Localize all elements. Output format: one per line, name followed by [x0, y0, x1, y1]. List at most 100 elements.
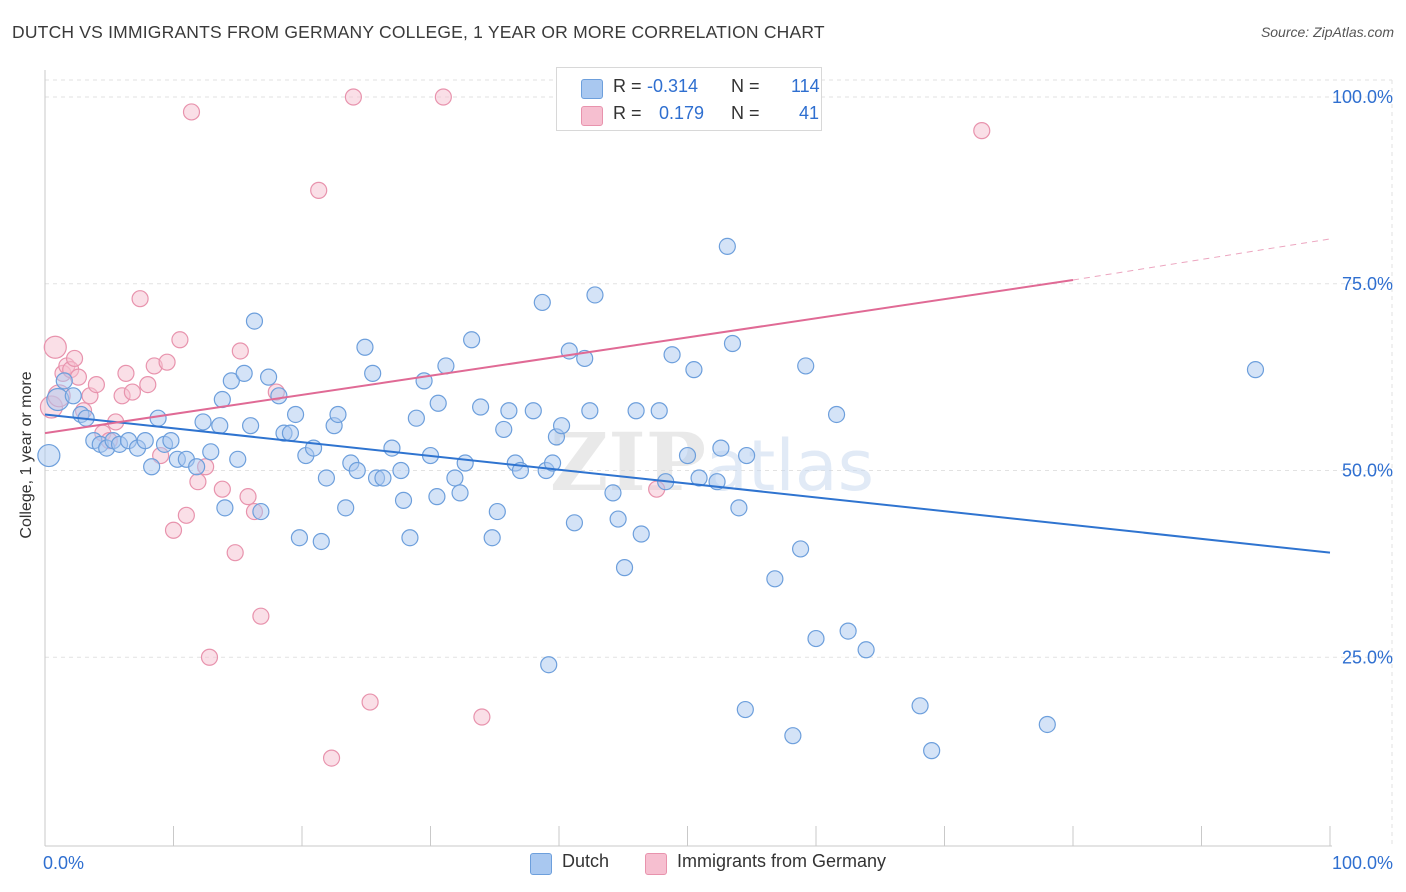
watermark: ZIP atlas — [550, 415, 874, 509]
y-tick-label-75: 75.0% — [1342, 274, 1393, 294]
dutch-point-82 — [609, 510, 627, 528]
y-tick-label-100: 100.0% — [1332, 87, 1393, 107]
dutch-point-20 — [188, 458, 206, 476]
germany-point-18 — [139, 375, 157, 394]
germany-point-1 — [43, 335, 67, 359]
dutch-point-60 — [451, 484, 469, 502]
dutch-point-14 — [143, 458, 161, 476]
dutch-point-40 — [317, 469, 336, 487]
dutch-point-77 — [565, 514, 584, 532]
dutch-point-85 — [632, 525, 650, 543]
dutch-point-98 — [766, 570, 784, 588]
dutch-point-43 — [337, 499, 355, 517]
dutch-point-34 — [281, 424, 300, 442]
dutch-point-109 — [1246, 361, 1265, 379]
germany-point-29 — [213, 480, 231, 498]
source-credit: Source: ZipAtlas.com — [1260, 24, 1394, 40]
bottom-germany-swatch — [645, 853, 667, 875]
dutch-point-45 — [348, 461, 366, 480]
germany-point-32 — [239, 488, 257, 506]
x-tick-label-100: 100.0% — [1332, 853, 1393, 873]
dutch-point-32 — [270, 387, 288, 405]
dutch-point-80 — [586, 286, 604, 304]
germany-point-7 — [69, 368, 88, 386]
dutch-point-52 — [394, 491, 413, 509]
germany-point-41 — [473, 708, 491, 726]
dutch-trend-line — [44, 413, 1331, 554]
bottom-germany-label: Immigrants from Germany — [677, 851, 887, 871]
germany-point-26 — [189, 473, 207, 491]
dutch-point-64 — [483, 529, 501, 547]
dutch-point-95 — [723, 334, 742, 353]
germany-point-15 — [117, 364, 135, 382]
dutch-point-65 — [488, 502, 506, 521]
germany-point-38 — [344, 88, 362, 106]
bottom-dutch-swatch — [530, 853, 552, 875]
y-tick-label-50: 50.0% — [1342, 461, 1393, 481]
dutch-point-96 — [730, 499, 748, 517]
dutch-point-30 — [252, 502, 270, 521]
dutch-point-110 — [540, 656, 558, 674]
dutch-point-24 — [216, 499, 234, 517]
tick-labels: 25.0% 50.0% 75.0% 100.0% 0.0% 100.0% — [43, 87, 1393, 873]
dutch-point-88 — [663, 346, 681, 364]
dutch-point-58 — [437, 357, 455, 375]
germany-swatch — [581, 106, 603, 126]
dutch-point-79 — [581, 402, 599, 420]
watermark-zip: ZIP — [550, 415, 706, 509]
dutch-point-35 — [286, 405, 305, 424]
dutch-point-50 — [383, 439, 401, 457]
dutch-point-113 — [429, 394, 447, 412]
germany-point-28 — [200, 648, 219, 666]
dutch-point-71 — [533, 293, 551, 312]
germany-r-label: R = — [613, 103, 642, 123]
dutch-point-57 — [428, 488, 446, 506]
germany-point-23 — [171, 331, 189, 349]
germany-point-10 — [87, 375, 106, 394]
y-tick-label-25: 25.0% — [1342, 647, 1393, 667]
chart-title: DUTCH VS IMMIGRANTS FROM GERMANY COLLEGE… — [12, 22, 825, 42]
stats-legend: R = -0.314 N = 114 R = 0.179 N = 41 — [556, 67, 822, 131]
dutch-point-49 — [374, 469, 392, 487]
dutch-point-108 — [1038, 715, 1056, 734]
dutch-point-99 — [784, 727, 802, 745]
dutch-point-103 — [827, 405, 846, 424]
dutch-point-0 — [37, 443, 61, 468]
dutch-point-22 — [202, 443, 220, 461]
germany-point-16 — [123, 383, 141, 401]
watermark-atlas: atlas — [705, 425, 874, 507]
dutch-point-39 — [312, 532, 330, 551]
germany-point-21 — [158, 353, 176, 371]
x-tick-label-0: 0.0% — [43, 853, 84, 873]
dutch-point-97 — [738, 446, 756, 465]
germany-point-30 — [226, 544, 244, 562]
germany-r-value: 0.179 — [659, 103, 705, 123]
dutch-n-value: 114 — [791, 76, 820, 96]
germany-point-17 — [131, 290, 149, 308]
dutch-point-70 — [524, 402, 542, 420]
dutch-point-83 — [615, 559, 634, 577]
dutch-point-67 — [500, 402, 518, 420]
germany-point-6 — [65, 349, 84, 368]
dutch-point-94 — [718, 237, 736, 255]
dutch-point-90 — [685, 361, 703, 379]
germany-point-39 — [361, 693, 379, 711]
dutch-r-value: -0.314 — [647, 76, 699, 96]
dutch-point-101 — [797, 357, 815, 375]
dutch-point-61 — [456, 454, 474, 472]
dutch-point-47 — [364, 364, 382, 382]
dutch-point-104 — [839, 622, 857, 640]
dutch-point-89 — [678, 446, 697, 465]
dutch-point-81 — [604, 484, 622, 502]
dutch-n-label: N = — [731, 76, 760, 96]
germany-trend-line — [44, 279, 1074, 435]
germany-point-22 — [164, 521, 183, 539]
dutch-point-86 — [650, 402, 668, 420]
germany-point-31 — [231, 342, 249, 360]
dutch-point-84 — [627, 402, 645, 420]
germany-point-37 — [322, 749, 341, 767]
dutch-point-91 — [690, 469, 708, 487]
dutch-point-62 — [463, 331, 481, 349]
dutch-point-26 — [229, 450, 247, 468]
